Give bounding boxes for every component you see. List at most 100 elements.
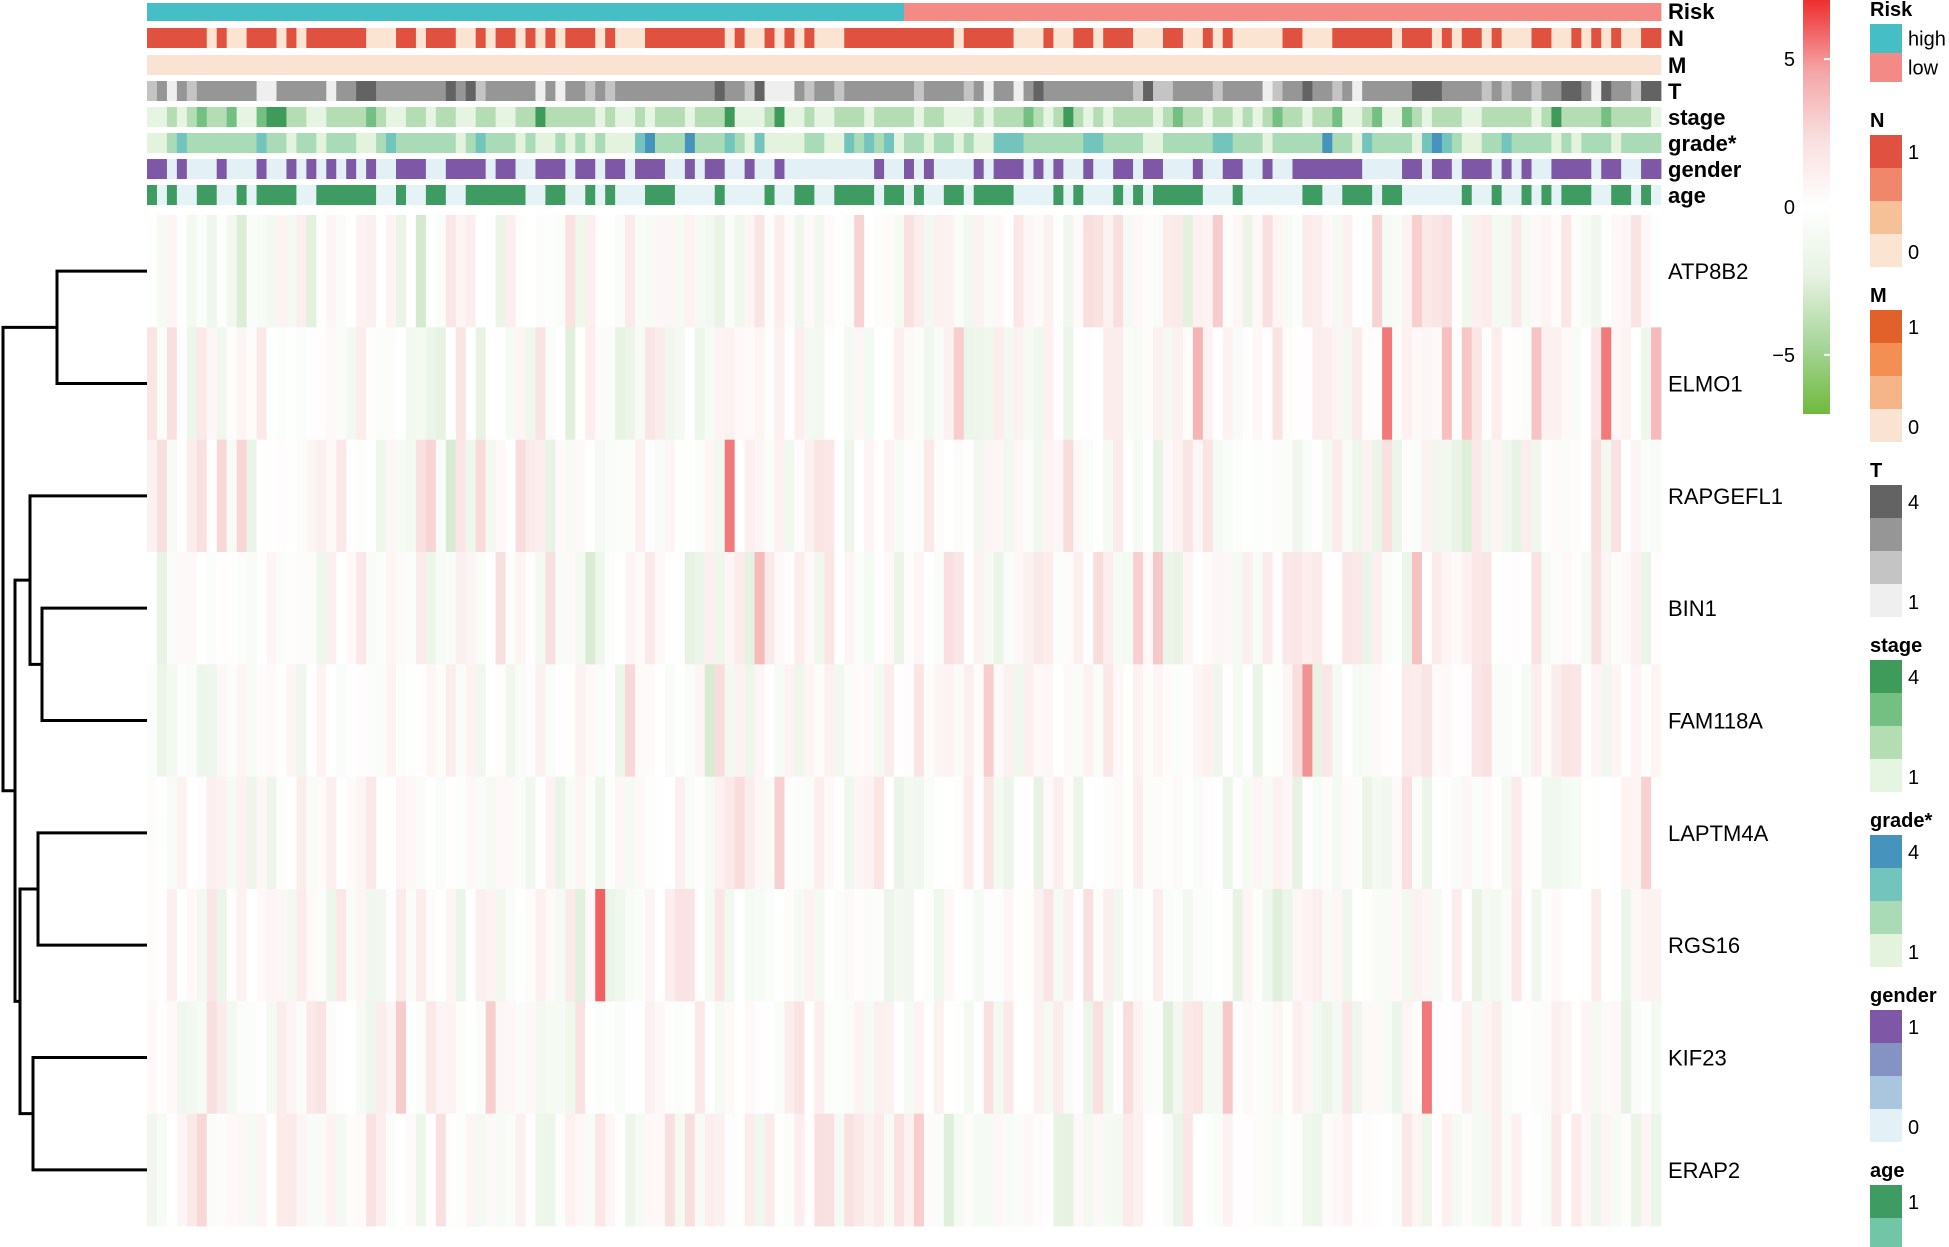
track-cell (824, 133, 835, 153)
heatmap-cell (505, 439, 516, 553)
heatmap-cell (206, 776, 218, 890)
heatmap-cell (1093, 1113, 1104, 1227)
track-cell (904, 3, 915, 21)
track-cell (1421, 28, 1433, 48)
heatmap-cell (1222, 215, 1234, 328)
heatmap-cell (1252, 1113, 1263, 1227)
heatmap-cell (1551, 776, 1562, 890)
heatmap-cell (664, 552, 676, 665)
heatmap-cell (904, 1113, 915, 1227)
track-cell (246, 55, 257, 75)
heatmap-cell (1591, 552, 1602, 665)
heatmap-cell (953, 664, 965, 778)
track-cell (764, 3, 775, 21)
track-cell (913, 55, 925, 75)
heatmap-cell (1053, 889, 1064, 1002)
heatmap-cell (884, 327, 895, 441)
legend-swatch (1870, 584, 1902, 617)
heatmap-cell (1222, 552, 1234, 665)
heatmap-cell (1411, 327, 1423, 441)
track-cell (625, 81, 636, 101)
heatmap-cell (1651, 1001, 1662, 1115)
heatmap-cell (1561, 664, 1572, 778)
track-cell (654, 133, 666, 153)
track-cell (1541, 81, 1552, 101)
track-cell (1481, 159, 1493, 179)
heatmap-cell (485, 664, 497, 778)
heatmap-cell (1421, 664, 1433, 778)
heatmap-cell (216, 1113, 228, 1227)
track-cell (1202, 133, 1214, 153)
track-cell (1322, 28, 1333, 48)
heatmap-cell (1272, 215, 1283, 328)
track-cell (1202, 185, 1214, 205)
heatmap-cell (156, 1113, 168, 1227)
heatmap-cell (246, 889, 257, 1002)
legend-swatch (1870, 693, 1902, 726)
heatmap-cell (674, 552, 686, 665)
track-cell (874, 185, 885, 205)
heatmap-cell (1083, 776, 1094, 890)
track-cell (485, 81, 497, 101)
legend-title-gender: gender (1870, 985, 1937, 1007)
heatmap-cell (1023, 552, 1034, 665)
heatmap-cell (346, 439, 357, 553)
heatmap-cell (1501, 1001, 1512, 1115)
heatmap-cell (814, 1113, 825, 1227)
heatmap-cell (824, 1001, 835, 1115)
track-cell (764, 107, 775, 127)
track-cell (1202, 107, 1214, 127)
track-cell (465, 133, 477, 153)
heatmap-cell (1651, 439, 1662, 553)
track-cell (814, 159, 825, 179)
heatmap-cell (754, 664, 765, 778)
heatmap-cell (495, 1113, 506, 1227)
heatmap-cell (555, 552, 566, 665)
track-cell (1631, 133, 1642, 153)
track-cell (1242, 133, 1254, 153)
heatmap-cell (734, 776, 746, 890)
heatmap-cell (933, 215, 945, 328)
track-cell (1232, 28, 1244, 48)
track-cell (1093, 28, 1104, 48)
track-cell (913, 107, 925, 127)
heatmap-cell (824, 215, 835, 328)
heatmap-cell (555, 776, 566, 890)
heatmap-cell (1322, 664, 1333, 778)
heatmap-cell (1192, 1001, 1204, 1115)
track-cell (1581, 3, 1592, 21)
track-cell (1421, 3, 1433, 21)
track-stage: stage (147, 105, 1725, 130)
heatmap-cell (933, 1001, 945, 1115)
legend-label-high: high (1908, 29, 1946, 51)
heatmap-cell (396, 889, 407, 1002)
heatmap-cell (1631, 327, 1642, 441)
track-cell (963, 159, 975, 179)
track-cell (475, 55, 487, 75)
heatmap-cell (864, 664, 875, 778)
heatmap-cell (1441, 776, 1453, 890)
heatmap-cell (1073, 327, 1084, 441)
track-cell (1551, 28, 1562, 48)
track-cell (654, 81, 666, 101)
heatmap-cell (1282, 776, 1293, 890)
track-cell (376, 133, 387, 153)
track-cell (854, 55, 865, 75)
track-cell (674, 133, 686, 153)
heatmap-cell (1073, 776, 1084, 890)
track-cell (1571, 159, 1582, 179)
heatmap-cell (654, 664, 666, 778)
heatmap-cell (1571, 552, 1582, 665)
heatmap-cell (1601, 439, 1612, 553)
track-cell (147, 159, 158, 179)
heatmap-cell (266, 664, 277, 778)
heatmap-cell (236, 327, 247, 441)
heatmap-cell (1033, 664, 1044, 778)
heatmap-cell (615, 552, 626, 665)
track-cell (814, 55, 825, 75)
track-cell (864, 3, 875, 21)
heatmap-cell (913, 889, 925, 1002)
track-cell (1611, 81, 1622, 101)
track-cell (814, 3, 825, 21)
heatmap-cell (714, 215, 726, 328)
